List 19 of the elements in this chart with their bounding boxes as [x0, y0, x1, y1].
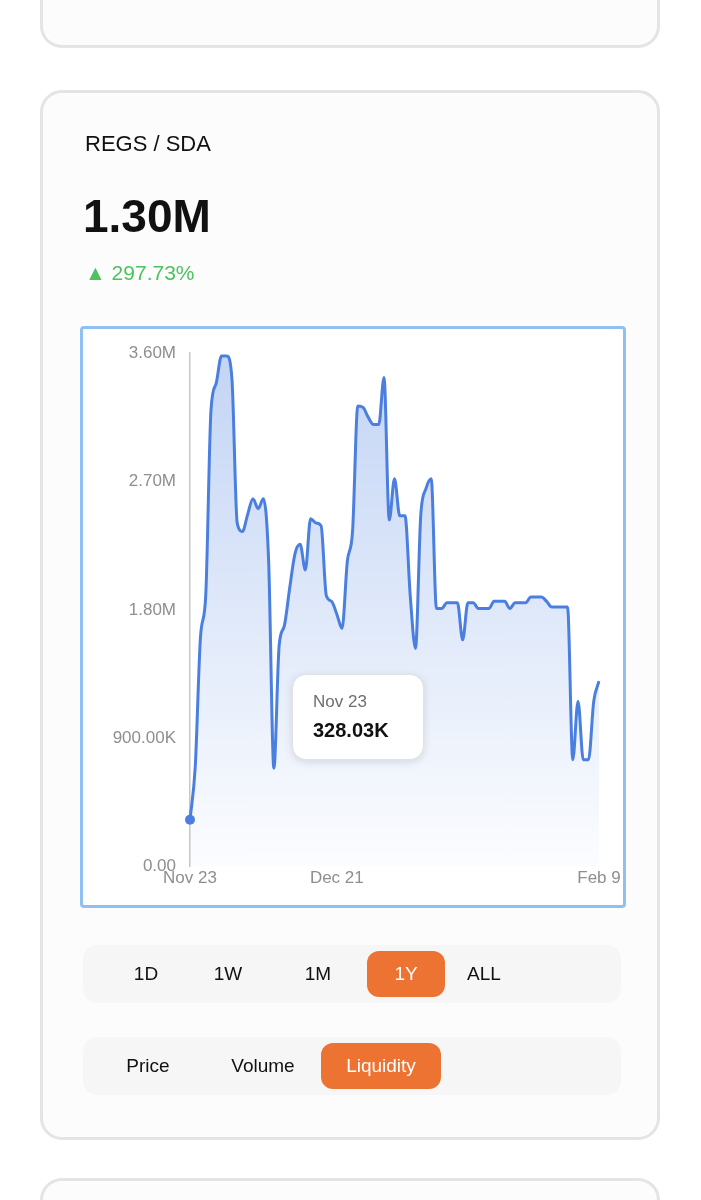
text: 1M: [303, 962, 333, 986]
x-tick-label: Feb 9: [577, 868, 621, 888]
text: ALL: [466, 962, 502, 986]
text: Volume: [230, 1054, 296, 1078]
text: ▲ 297.73%: [85, 261, 195, 285]
text: 1D: [132, 962, 160, 986]
y-tick-label: 2.70M: [128, 471, 176, 491]
y-tick-label: 900.00K: [112, 727, 177, 747]
chart-title: REGS / SDA: [85, 131, 211, 157]
chart-subtitle: 1.30M: [83, 189, 211, 243]
x-tick-label: Dec 21: [309, 868, 364, 888]
y-tick-label: 1.80M: [128, 599, 176, 619]
text: 1Y: [367, 951, 445, 997]
y-tick-label: 3.60M: [128, 342, 176, 362]
text: Price: [125, 1054, 171, 1078]
tooltip-card: Nov 23 328.03K: [292, 673, 424, 760]
text: Liquidity: [321, 1043, 441, 1089]
text: 1W: [212, 962, 244, 986]
annotation: Nov 23 328.03K: [313, 690, 390, 743]
